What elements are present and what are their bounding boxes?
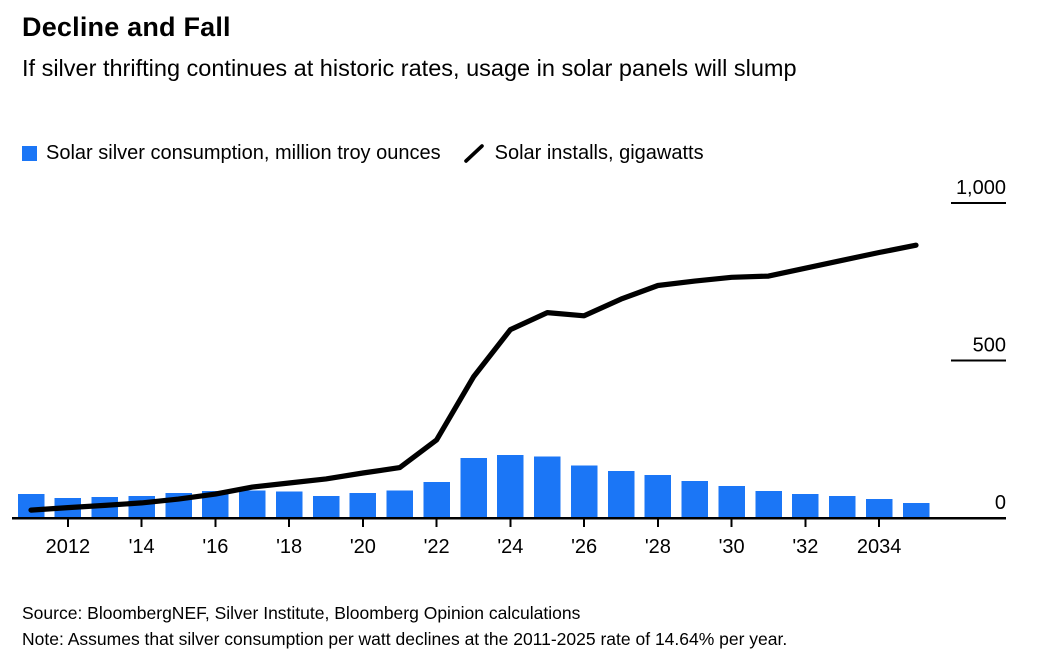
legend-bars-label: Solar silver consumption, million troy o… [46,142,441,164]
bar-2025 [534,456,561,518]
legend: Solar silver consumption, million troy o… [22,142,704,165]
x-tick-label-2034: 2034 [857,536,902,558]
bar-2031 [755,490,782,518]
line-swatch-icon [463,144,484,163]
chart-footer: Source: BloombergNEF, Silver Institute, … [22,601,787,652]
x-tick-label-2026: '26 [571,536,597,558]
y-tick-label-0: 0 [995,492,1006,514]
bar-2020 [349,492,377,518]
x-tick-label-2012: 2012 [46,536,91,558]
bar-2022 [423,481,450,518]
bar-2034 [865,498,893,518]
x-tick-label-2028: '28 [645,536,671,558]
x-tick-label-2016: '16 [202,536,228,558]
x-tick-label-2018: '18 [276,536,302,558]
bar-2033 [829,495,856,518]
bar-2019 [312,495,340,518]
bar-2028 [644,474,672,519]
bar-2023 [460,458,487,518]
x-tick-label-2022: '22 [424,536,450,558]
y-tick-label-1000: 1,000 [956,177,1006,199]
chart-title: Decline and Fall [22,12,231,42]
x-tick-label-2032: '32 [792,536,818,558]
bar-2021 [386,490,413,519]
bar-2029 [681,480,708,518]
chart-plot-area: 2012 '14 '16 '18 '20 '22 '24 '26 '28 '30 '32 2034 1,… [12,177,1006,558]
legend-item-line: Solar installs, gigawatts [462,142,704,165]
chart-subtitle: If silver thrifting continues at histori… [22,55,797,81]
bar-swatch-icon [22,146,37,161]
legend-item-bars: Solar silver consumption, million troy o… [22,142,441,165]
x-tick-label-2024: '24 [497,536,523,558]
source-line: Source: BloombergNEF, Silver Institute, … [22,603,581,623]
installs-line [28,242,919,513]
x-tick-label-2030: '30 [719,536,745,558]
bar-2035 [902,502,930,518]
bar-2018 [275,491,303,518]
bar-2014 [128,495,155,518]
bar-2030 [718,485,745,518]
note-line: Note: Assumes that silver consumption pe… [22,628,788,649]
bar-2032 [792,493,819,518]
y-tick-label-500: 500 [973,335,1006,357]
bar-2024 [497,455,524,518]
bar-2017 [239,490,266,519]
bar-2011 [17,493,45,518]
x-tick-label-2020: '20 [350,536,376,558]
bar-2027 [607,470,635,518]
legend-line-label: Solar installs, gigawatts [494,142,704,164]
x-tick-label-2014: '14 [129,536,155,558]
bar-2026 [570,465,598,518]
